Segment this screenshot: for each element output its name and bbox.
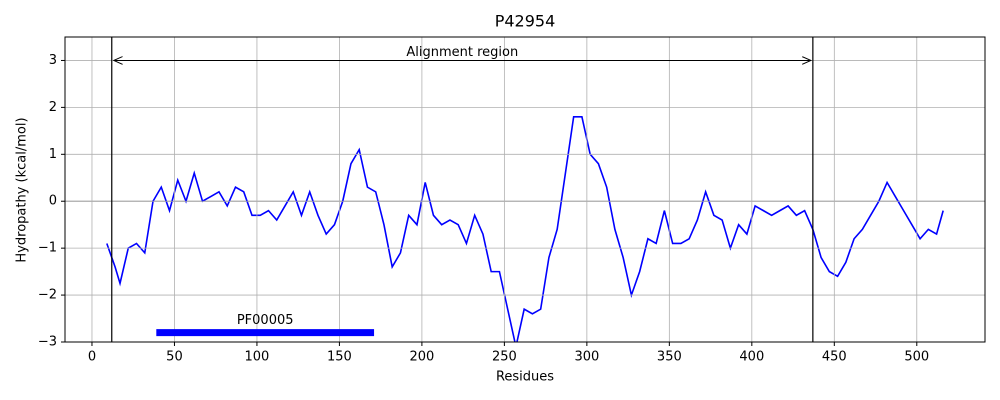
y-tick-label: −1 [38,241,57,256]
x-tick-label: 500 [904,350,929,365]
y-tick-label: 3 [49,53,57,68]
domain-label: PF00005 [237,313,294,328]
x-tick-label: 400 [739,350,764,365]
x-tick-label: 0 [88,350,96,365]
y-tick-label: 1 [49,147,57,162]
x-tick-label: 100 [245,350,270,365]
y-tick-label: 0 [49,194,57,209]
y-tick-label: 2 [49,100,57,115]
plot-frame [64,36,986,343]
chart-title: P42954 [495,12,556,31]
y-tick-label: −3 [38,335,57,350]
x-tick-label: 350 [657,350,682,365]
y-axis-label: Hydropathy (kcal/mol) [15,117,30,262]
x-tick-label: 150 [327,350,352,365]
y-tick-label: −2 [38,288,57,303]
domain-bar [156,329,375,337]
x-tick-label: 250 [492,350,517,365]
region-label: Alignment region [406,45,518,60]
x-tick-label: 200 [409,350,434,365]
hydropathy-line [106,115,944,342]
x-tick-label: 50 [166,350,183,365]
x-axis-label: Residues [496,370,554,385]
x-tick-label: 300 [574,350,599,365]
x-tick-label: 450 [822,350,847,365]
plot-area [65,115,985,342]
